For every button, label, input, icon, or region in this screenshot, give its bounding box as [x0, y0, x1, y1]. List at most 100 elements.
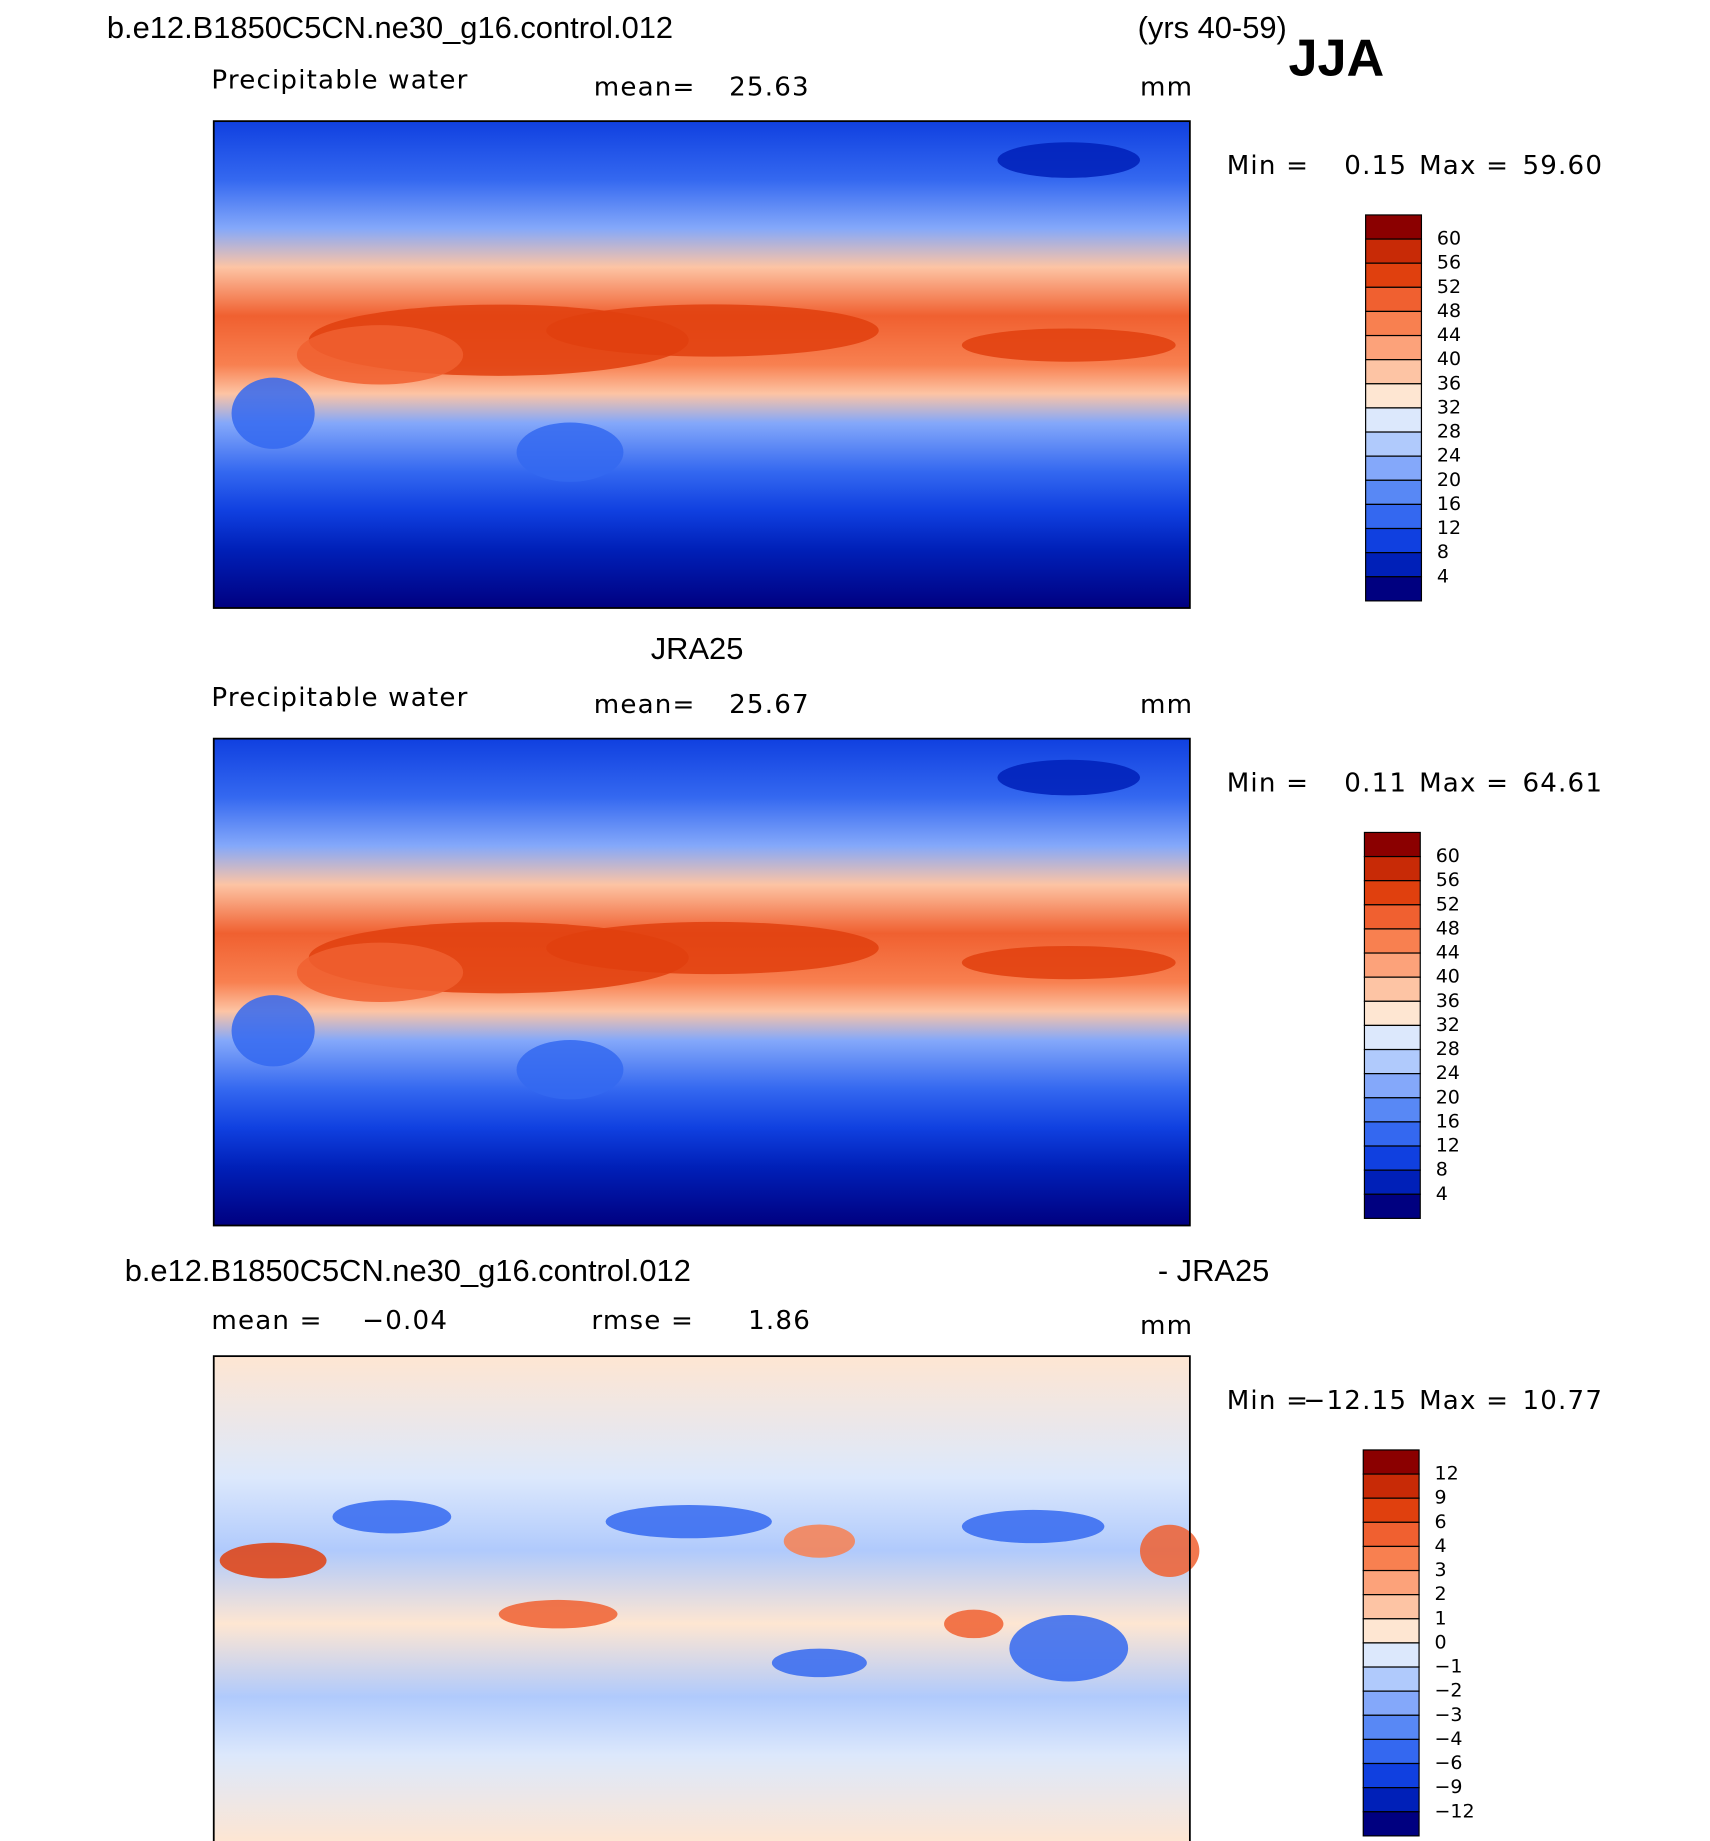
colorbar-box	[1365, 359, 1423, 385]
colorbar-box	[1365, 383, 1423, 409]
units: mm	[1140, 72, 1193, 102]
variable: Precipitable water	[211, 65, 468, 95]
colorbar-box	[1362, 1738, 1420, 1765]
map-blob	[1009, 1615, 1129, 1682]
colorbar-label: 40	[1437, 348, 1461, 370]
map-blob	[516, 422, 624, 482]
colorbar-box	[1362, 1690, 1420, 1716]
colorbar-label: 16	[1437, 493, 1461, 515]
colorbar-label: 4	[1436, 1183, 1448, 1205]
min: 0.11	[1344, 768, 1407, 798]
map-blob	[1140, 1524, 1200, 1578]
rmse: 1.86	[748, 1306, 811, 1336]
map-frame	[212, 120, 1191, 609]
colorbar-label: −6	[1435, 1752, 1463, 1774]
colorbar-box	[1365, 527, 1423, 554]
colorbar-box	[1363, 1145, 1421, 1171]
colorbar-label: 44	[1436, 942, 1460, 964]
map-blob	[231, 377, 315, 449]
panel-title: b.e12.B1850C5CN.ne30_g16.control.012	[125, 1253, 691, 1288]
colorbar-box	[1363, 1097, 1421, 1123]
colorbar-box	[1365, 214, 1423, 240]
map-blob	[997, 142, 1140, 178]
colorbar-box	[1365, 552, 1423, 578]
colorbar-label: 56	[1436, 869, 1460, 891]
max-label: Max =	[1419, 151, 1509, 181]
colorbar-box	[1362, 1714, 1420, 1740]
min-label: Min =	[1227, 768, 1309, 798]
map-blob	[296, 942, 464, 1003]
colorbar-label: 56	[1437, 252, 1461, 274]
colorbar-label: 60	[1437, 228, 1461, 250]
mean-label: mean =	[211, 1306, 322, 1336]
colorbar-label: 20	[1437, 469, 1461, 491]
colorbar-label: 0	[1435, 1631, 1447, 1653]
units: mm	[1140, 1311, 1193, 1341]
colorbar-box	[1363, 904, 1421, 930]
colorbar-label: 28	[1436, 1038, 1460, 1060]
colorbar-box	[1362, 1811, 1420, 1837]
map-blob	[498, 1599, 618, 1629]
colorbar-box	[1365, 310, 1423, 337]
colorbar-label: 12	[1437, 517, 1461, 539]
colorbar-box	[1365, 431, 1423, 457]
panel-title-right: - JRA25	[1158, 1253, 1269, 1288]
colorbar-box	[1363, 855, 1421, 882]
colorbar-label: 48	[1437, 300, 1461, 322]
map-blob	[961, 945, 1176, 980]
colorbar-label: 2	[1435, 1583, 1447, 1605]
colorbar-label: 52	[1437, 276, 1461, 298]
colorbar-box	[1362, 1594, 1420, 1620]
colorbar-box	[1365, 286, 1423, 313]
colorbar-box	[1362, 1569, 1420, 1596]
colorbar-label: 48	[1436, 917, 1460, 939]
max-label: Max =	[1419, 1386, 1509, 1416]
colorbar-box	[1363, 1024, 1421, 1051]
colorbar-label: 12	[1435, 1463, 1459, 1485]
colorbar-label: 6	[1435, 1511, 1447, 1533]
colorbar-box	[1362, 1618, 1420, 1644]
colorbar-label: 9	[1435, 1487, 1447, 1509]
min: 0.15	[1344, 151, 1407, 181]
colorbar-box	[1362, 1787, 1420, 1813]
colorbar-box	[1363, 952, 1421, 978]
colorbar-box	[1362, 1642, 1420, 1668]
min-label: Min =	[1227, 1386, 1309, 1416]
map-field	[213, 1356, 1190, 1841]
colorbar-label: −12	[1435, 1800, 1475, 1822]
panel-title: JRA25	[651, 631, 744, 666]
colorbar-label: 4	[1435, 1535, 1447, 1557]
colorbar-box	[1363, 831, 1421, 858]
map-blob	[332, 1500, 452, 1534]
mean: 25.63	[729, 72, 810, 102]
colorbar-label: 36	[1436, 990, 1460, 1012]
colorbar-box	[1362, 1666, 1420, 1692]
case-title: b.e12.B1850C5CN.ne30_g16.control.012	[107, 10, 673, 45]
season: JJA	[1288, 30, 1384, 88]
colorbar-label: 3	[1435, 1559, 1447, 1581]
map-frame	[212, 737, 1191, 1227]
map-blob	[961, 1509, 1105, 1544]
colorbar-box	[1363, 1073, 1421, 1099]
colorbar-box	[1363, 1121, 1421, 1147]
colorbar-box	[1362, 1449, 1420, 1475]
colorbar-label: 44	[1437, 324, 1461, 346]
map-blob	[997, 759, 1140, 796]
mean-label: mean=	[594, 72, 696, 102]
map-blob	[944, 1609, 1004, 1639]
map-blob	[961, 328, 1176, 362]
colorbar-label: −1	[1435, 1656, 1463, 1678]
years: (yrs 40-59)	[1138, 10, 1287, 45]
map-blob	[219, 1542, 327, 1579]
colorbar-box	[1365, 576, 1423, 602]
mean: −0.04	[362, 1306, 448, 1336]
map-blob	[516, 1040, 624, 1100]
colorbar-label: 36	[1437, 372, 1461, 394]
colorbar-box	[1365, 238, 1423, 264]
colorbar-label: 16	[1436, 1110, 1460, 1132]
colorbar-label: 12	[1436, 1135, 1460, 1157]
colorbar-box	[1363, 928, 1421, 954]
colorbar-label: −2	[1435, 1680, 1463, 1702]
colorbar-box	[1362, 1521, 1420, 1548]
